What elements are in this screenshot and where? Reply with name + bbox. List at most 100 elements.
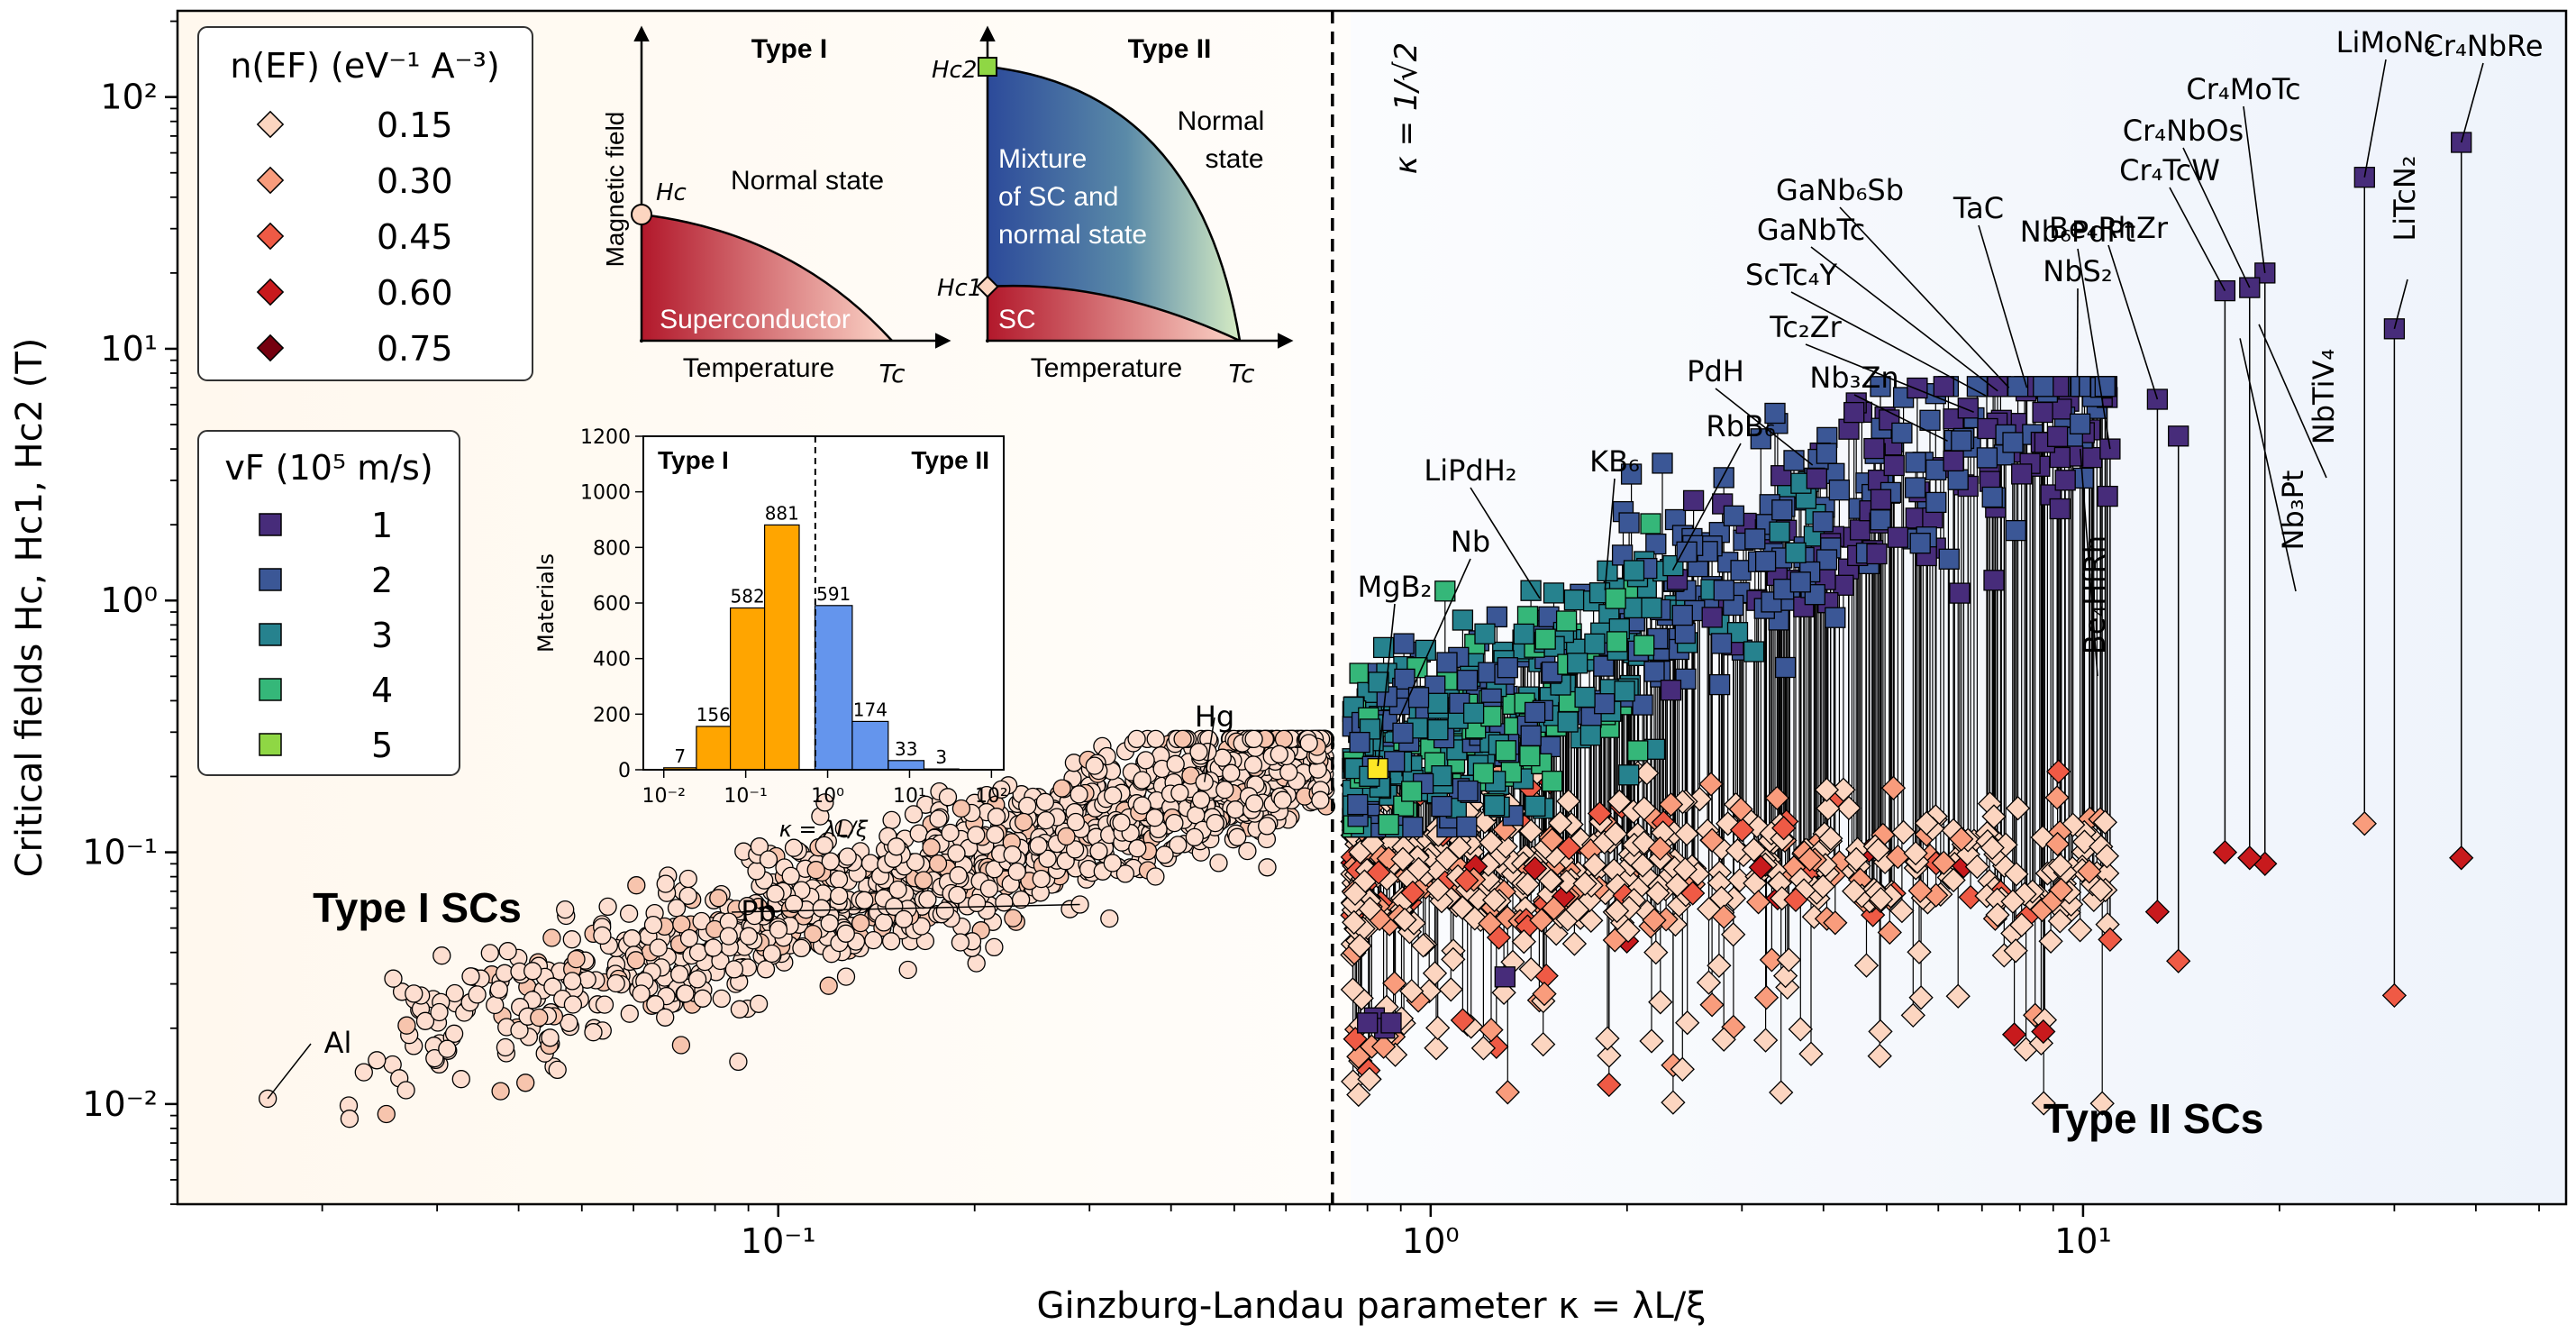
hc1-point — [1553, 869, 1579, 894]
type1-point — [1169, 836, 1188, 854]
type1-point — [377, 1104, 396, 1124]
legend-dos-marker — [256, 278, 285, 306]
hc1-point — [1741, 837, 1767, 863]
type1-point — [1085, 756, 1104, 775]
hc2-point — [1401, 781, 1423, 802]
hc2-point — [1806, 468, 1827, 489]
type1-point — [766, 884, 785, 903]
hc1-point — [1438, 977, 1463, 1002]
type1-point — [1299, 734, 1318, 753]
hc1-point — [1645, 881, 1670, 906]
hc2-point — [1870, 376, 1891, 397]
type1-point — [1215, 781, 1234, 799]
label-mgb2: MgB₂ — [1358, 570, 1433, 604]
label-nb3pt: Nb₃Pt — [2276, 471, 2310, 551]
phase1-xlabel: Temperature — [683, 353, 834, 383]
hc2-point — [1380, 1012, 1402, 1034]
type1-point — [951, 933, 970, 952]
hc2-point — [1431, 765, 1452, 787]
type1-point — [1170, 783, 1189, 802]
y-axis-ticks: 10⁻² 10⁻¹ 10⁰ 10¹ 10² — [82, 20, 177, 1205]
type1-point — [967, 826, 986, 845]
type1-point — [1145, 809, 1164, 827]
type1-point — [1003, 845, 1022, 864]
type1-point — [979, 879, 999, 899]
type1-point — [1243, 755, 1263, 774]
type1-point — [1100, 909, 1119, 928]
hc1-point — [1764, 785, 1789, 811]
phase2-xlabel: Temperature — [1031, 353, 1182, 383]
hc2-point — [1627, 740, 1649, 762]
hc2-point — [1925, 459, 1947, 480]
hc1-point — [2003, 938, 2028, 964]
type1-point — [598, 897, 617, 917]
hc1-point — [1518, 956, 1543, 982]
hc1-point — [1647, 836, 1673, 862]
hc2-point — [1483, 795, 1506, 817]
hc1-point — [1831, 777, 1856, 802]
hc1-point — [1798, 846, 1823, 873]
type1-point — [384, 969, 403, 988]
hc2-point — [1887, 526, 1909, 548]
type1-point — [781, 866, 800, 886]
type1-point — [898, 960, 917, 980]
type1-point — [1128, 839, 1147, 858]
type1-point — [619, 904, 639, 923]
type1-point — [1065, 840, 1085, 859]
type1-point — [480, 944, 499, 963]
type1-point — [730, 1000, 750, 1019]
type1-point — [759, 850, 778, 869]
label-rbb6: RbB₆ — [1706, 409, 1775, 443]
legend-dos-label: 0.45 — [377, 217, 453, 257]
hc1-point — [1479, 829, 1504, 855]
type1-point — [1238, 841, 1257, 861]
type1-point — [627, 876, 646, 895]
type1-point — [885, 897, 904, 917]
hc2-point — [2214, 279, 2236, 302]
hc1-point — [1853, 953, 1880, 978]
type1-point — [1035, 792, 1055, 811]
type1-point — [864, 930, 883, 950]
hc2-point — [1567, 653, 1588, 674]
type1-point — [687, 970, 707, 989]
label-be4rhzr: Be₄RhZr — [2049, 211, 2169, 245]
type1-point — [1070, 785, 1088, 804]
hc1-point — [1390, 846, 1415, 872]
hc1-point — [1880, 775, 1907, 800]
type1-point — [1244, 729, 1263, 749]
hc1-point — [1810, 873, 1835, 900]
type1-point — [836, 924, 855, 943]
hc2-point — [1983, 570, 2005, 591]
hc1-point — [1470, 1036, 1497, 1061]
hc2-point — [1976, 447, 1998, 469]
hc2-point — [1828, 480, 1851, 501]
type1-point — [1165, 813, 1184, 833]
hc1-point — [1798, 1041, 1824, 1066]
hc1-point — [1366, 860, 1391, 885]
hc2-point — [1474, 623, 1496, 644]
labeled-markers — [258, 132, 2474, 1109]
type1-point — [749, 994, 769, 1013]
hc1-point — [1481, 887, 1507, 913]
hc2-point — [1520, 580, 1542, 601]
leader-line — [1671, 443, 1742, 571]
hc1-point — [2098, 927, 2123, 953]
hc1-point — [1748, 854, 1773, 880]
phase2-hc1-label: Hc1 — [937, 275, 982, 302]
hc1-point — [1914, 810, 1939, 836]
label-pb: Pb — [741, 894, 777, 928]
type1-point — [704, 938, 723, 957]
histogram-bar — [814, 605, 853, 771]
hc1-point — [1699, 992, 1725, 1018]
hc1-point — [1708, 885, 1734, 910]
hc1-point — [1632, 796, 1657, 821]
hc1-point — [1698, 772, 1724, 797]
hc2-point — [1457, 780, 1479, 802]
type1-point — [656, 1008, 675, 1027]
hc1-point — [1900, 1002, 1925, 1028]
hc1-point — [1343, 881, 1368, 907]
type1-point — [739, 927, 759, 946]
hc2-point — [1579, 725, 1602, 746]
type1-point — [340, 1110, 360, 1128]
type1-point — [649, 938, 668, 957]
